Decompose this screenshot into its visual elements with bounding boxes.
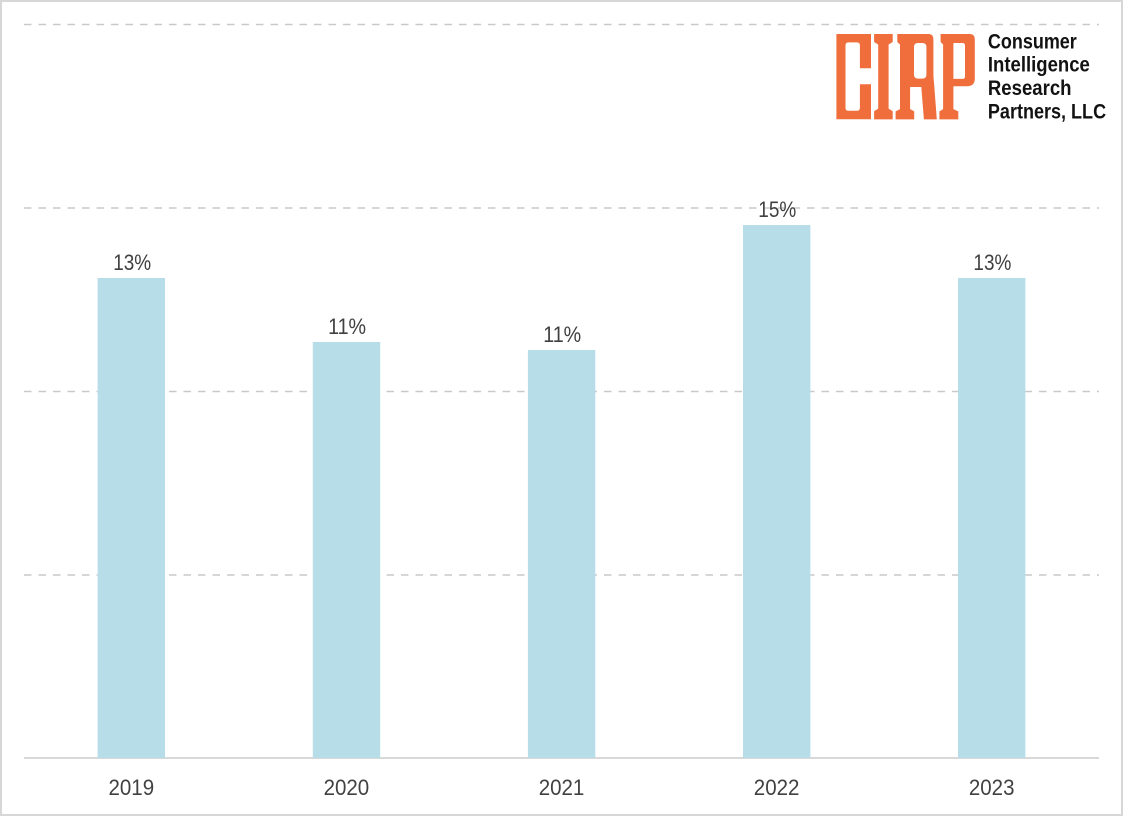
svg-text:2023: 2023 bbox=[969, 775, 1015, 800]
svg-text:15%: 15% bbox=[758, 197, 796, 222]
svg-text:2021: 2021 bbox=[539, 775, 585, 800]
svg-text:11%: 11% bbox=[328, 314, 366, 339]
svg-text:Research: Research bbox=[988, 77, 1072, 100]
svg-text:Partners, LLC: Partners, LLC bbox=[988, 100, 1106, 123]
svg-text:2019: 2019 bbox=[109, 775, 155, 800]
svg-text:13%: 13% bbox=[113, 250, 151, 275]
svg-text:11%: 11% bbox=[543, 322, 581, 347]
svg-text:Intelligence: Intelligence bbox=[988, 54, 1090, 77]
svg-text:2022: 2022 bbox=[754, 775, 800, 800]
svg-text:2020: 2020 bbox=[324, 775, 370, 800]
svg-text:13%: 13% bbox=[973, 250, 1011, 275]
svg-text:Consumer: Consumer bbox=[988, 30, 1077, 53]
